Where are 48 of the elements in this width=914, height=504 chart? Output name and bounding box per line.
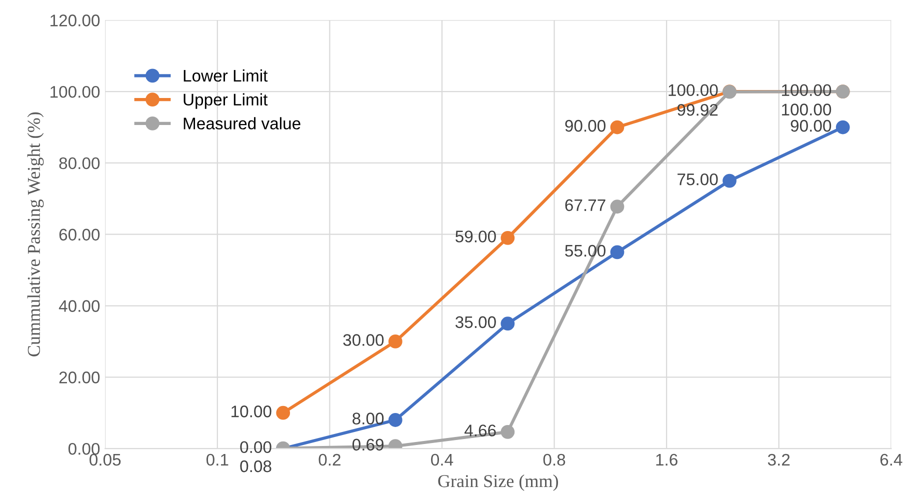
data-label: 100.00 bbox=[782, 104, 832, 116]
legend-label: Measured value bbox=[184, 117, 300, 130]
y-tick-label: 60.00 bbox=[59, 228, 100, 241]
data-label: 67.77 bbox=[565, 199, 606, 212]
legend-label: Lower Limit bbox=[184, 69, 268, 82]
x-tick-label: 0.1 bbox=[206, 454, 228, 466]
data-label: 90.00 bbox=[565, 120, 606, 132]
legend-label: Upper Limit bbox=[184, 93, 268, 109]
point bbox=[610, 200, 624, 214]
data-label: 0.00 bbox=[240, 441, 272, 454]
x-tick-label: 6.4 bbox=[880, 454, 902, 466]
data-label: 0.69 bbox=[352, 438, 384, 451]
x-tick-label: 1.6 bbox=[656, 454, 678, 466]
point bbox=[610, 120, 624, 134]
data-label: 8.00 bbox=[352, 412, 384, 424]
data-label: 99.92 bbox=[678, 104, 718, 116]
point bbox=[500, 316, 515, 331]
point bbox=[722, 174, 736, 188]
data-label: 55.00 bbox=[565, 244, 606, 257]
x-tick-label: 0.05 bbox=[90, 454, 121, 466]
point bbox=[276, 406, 290, 420]
data-label: 35.00 bbox=[455, 316, 496, 328]
y-tick-label: 100.00 bbox=[50, 86, 100, 98]
x-axis-title: Grain Size (mm) bbox=[438, 474, 558, 491]
y-tick-label: 40.00 bbox=[58, 300, 100, 312]
point bbox=[610, 245, 624, 260]
y-tick-label: 80.00 bbox=[59, 157, 100, 170]
data-label: 90.00 bbox=[790, 120, 832, 132]
x-tick-label: 0.4 bbox=[431, 454, 454, 466]
data-label: 75.00 bbox=[678, 173, 718, 186]
data-label: 4.66 bbox=[464, 424, 496, 436]
data-label: 0.08 bbox=[240, 460, 272, 472]
point bbox=[388, 413, 402, 427]
data-label: 59.00 bbox=[456, 230, 496, 242]
point bbox=[388, 334, 402, 348]
y-tick-label: 0.00 bbox=[68, 442, 100, 455]
x-tick-label: 0.2 bbox=[318, 454, 340, 466]
point bbox=[500, 230, 515, 245]
y-axis-title: Cummulative Passing Weight (%) bbox=[27, 112, 44, 356]
point bbox=[836, 120, 850, 134]
data-label: 30.00 bbox=[343, 334, 384, 346]
data-label: 10.00 bbox=[232, 406, 272, 418]
data-label: 100.00 bbox=[668, 84, 718, 96]
point bbox=[500, 424, 515, 439]
x-tick-label: 0.8 bbox=[543, 454, 566, 466]
y-tick-label: 20.00 bbox=[59, 372, 100, 384]
x-tick-label: 3.2 bbox=[768, 454, 790, 466]
y-tick-label: 120.00 bbox=[50, 14, 100, 26]
